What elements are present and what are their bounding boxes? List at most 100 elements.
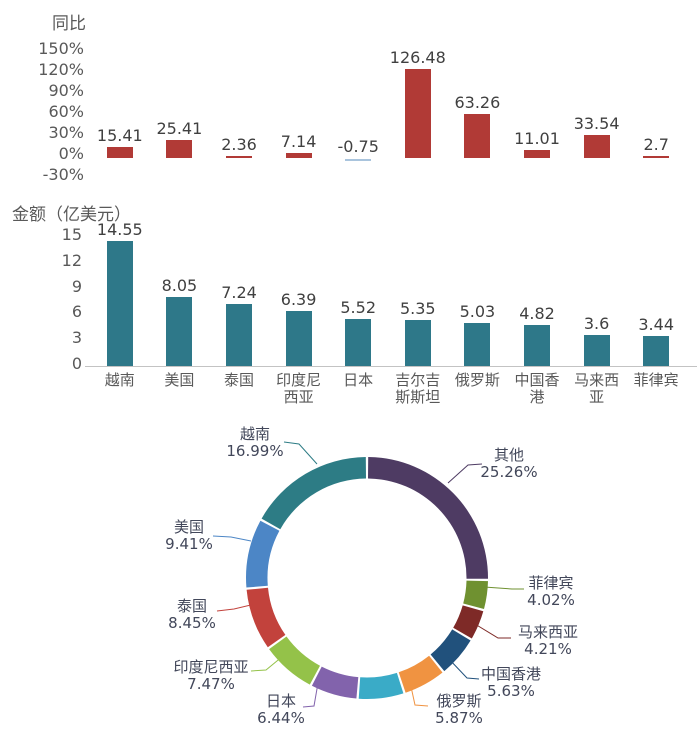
donut-segment bbox=[453, 605, 484, 639]
yoy-bar bbox=[583, 134, 610, 158]
donut-segment-pct-label: 16.99% bbox=[226, 442, 283, 460]
donut-segment bbox=[430, 629, 471, 672]
yoy-bar bbox=[404, 69, 431, 158]
donut-segment bbox=[368, 457, 489, 579]
amount-bar-value-label: 5.03 bbox=[459, 301, 496, 321]
amount-axis-tick-label: 3 bbox=[71, 328, 82, 348]
amount-bar-value-label: 6.39 bbox=[280, 290, 317, 310]
donut-segment-name-label: 菲律宾 bbox=[528, 574, 573, 592]
yoy-chart-title: 同比 bbox=[52, 14, 86, 34]
yoy-bar bbox=[464, 113, 491, 158]
amount-category-label: 日本 bbox=[343, 371, 374, 389]
amount-category-label: 马来西亚 bbox=[574, 371, 620, 406]
amount-axis-tick-label: 6 bbox=[71, 302, 82, 322]
donut-segment-pct-label: 7.47% bbox=[187, 675, 235, 693]
donut-label-leader-line bbox=[469, 620, 511, 639]
donut-segment-name-label: 马来西亚 bbox=[518, 623, 578, 641]
yoy-bar-value-label: 2.7 bbox=[643, 135, 669, 155]
donut-segment-pct-label: 5.87% bbox=[435, 709, 483, 727]
donut-segment-name-label: 其他 bbox=[494, 446, 524, 464]
amount-bar bbox=[285, 311, 312, 366]
yoy-bar bbox=[643, 156, 670, 158]
amount-bar-value-label: 5.52 bbox=[340, 297, 376, 317]
amount-bar bbox=[464, 322, 491, 366]
donut-segment-pct-label: 4.02% bbox=[527, 591, 575, 609]
amount-category-label: 越南 bbox=[104, 371, 135, 389]
yoy-bar-value-label: 7.14 bbox=[280, 132, 317, 151]
amount-axis-tick-label: 15 bbox=[61, 225, 82, 244]
yoy-bar-value-label: 126.48 bbox=[389, 48, 446, 68]
amount-bar bbox=[166, 296, 193, 366]
amount-bar bbox=[583, 335, 610, 366]
donut-segment-pct-label: 5.63% bbox=[487, 682, 535, 700]
amount-category-label: 中国香港 bbox=[514, 371, 560, 406]
amount-bar-value-label: 7.24 bbox=[221, 282, 257, 302]
donut-label-leader-line bbox=[283, 441, 318, 465]
donut-segment-name-label: 中国香港 bbox=[481, 665, 541, 683]
donut-segment-name-label: 泰国 bbox=[177, 597, 207, 615]
yoy-bar-value-label: 11.01 bbox=[514, 129, 560, 149]
donut-segment-pct-label: 8.45% bbox=[168, 614, 216, 632]
donut-label-leader-line bbox=[409, 681, 429, 707]
amount-axis-tick-label: 12 bbox=[61, 250, 82, 270]
yoy-bar-value-label: 25.41 bbox=[156, 119, 203, 139]
donut-segment-pct-label: 25.26% bbox=[480, 463, 537, 481]
amount-chart-title: 金额（亿美元） bbox=[12, 205, 131, 225]
yoy-bar bbox=[524, 150, 550, 158]
yoy-axis-tick-label: 90% bbox=[48, 81, 84, 100]
donut-label-leader-line bbox=[447, 657, 480, 680]
amount-category-label: 泰国 bbox=[223, 371, 254, 389]
yoy-axis-tick-label: 0% bbox=[58, 144, 84, 163]
amount-bar-value-label: 8.05 bbox=[161, 275, 198, 295]
amount-category-label: 印度尼西亚 bbox=[276, 371, 322, 406]
donut-segment bbox=[246, 520, 280, 588]
yoy-axis-tick-label: 120% bbox=[38, 60, 84, 79]
yoy-bar bbox=[166, 140, 193, 158]
amount-x-axis-line bbox=[85, 366, 697, 367]
amount-category-label: 菲律宾 bbox=[633, 371, 679, 389]
amount-bar bbox=[345, 318, 372, 366]
donut-label-leader-line bbox=[216, 603, 256, 612]
yoy-bar-value-label: 15.41 bbox=[96, 126, 143, 146]
donut-label-leader-line bbox=[250, 655, 284, 672]
donut-segment bbox=[246, 587, 286, 648]
donut-segment bbox=[398, 655, 443, 693]
donut-segment bbox=[463, 580, 488, 609]
amount-bar-value-label: 4.82 bbox=[519, 303, 555, 323]
yoy-bar bbox=[226, 156, 252, 158]
donut-label-leader-line bbox=[447, 463, 483, 484]
amount-bar-value-label: 5.35 bbox=[399, 298, 436, 318]
yoy-axis-tick-label: 60% bbox=[48, 102, 84, 121]
amount-bar-value-label: 14.55 bbox=[96, 219, 143, 239]
donut-segment-name-label: 日本 bbox=[266, 692, 296, 710]
donut-segment-pct-label: 4.21% bbox=[524, 640, 572, 658]
donut-segment-name-label: 越南 bbox=[240, 425, 270, 443]
donut-segment bbox=[269, 636, 320, 685]
donut-segment-name-label: 俄罗斯 bbox=[436, 692, 481, 710]
amount-category-label: 吉尔吉斯斯坦 bbox=[395, 371, 441, 406]
yoy-axis-tick-label: 150% bbox=[38, 39, 84, 58]
donut-segment bbox=[358, 672, 404, 699]
yoy-axis-tick-label: -30% bbox=[42, 165, 84, 184]
yoy-bar-value-label: 2.36 bbox=[221, 135, 257, 155]
amount-category-label: 美国 bbox=[164, 371, 195, 389]
amount-bar bbox=[524, 324, 550, 366]
donut-segment-name-label: 美国 bbox=[174, 518, 204, 536]
amount-bar bbox=[226, 303, 252, 366]
donut-label-leader-line bbox=[483, 586, 524, 590]
donut-segment bbox=[261, 457, 366, 530]
donut-segment-name-label: 印度尼西亚 bbox=[173, 658, 248, 676]
amount-bar bbox=[106, 240, 133, 366]
yoy-bar bbox=[285, 153, 312, 158]
donut-segment-pct-label: 9.41% bbox=[165, 535, 213, 553]
donut-label-leader-line bbox=[212, 535, 252, 542]
amount-bar bbox=[643, 336, 670, 366]
donut-label-leader-line bbox=[302, 682, 319, 708]
amount-axis-tick-label: 9 bbox=[71, 276, 82, 296]
amount-bar-value-label: 3.44 bbox=[638, 315, 674, 335]
donut-segment bbox=[311, 666, 359, 699]
yoy-bar-value-label: 33.54 bbox=[573, 113, 620, 133]
yoy-bar bbox=[106, 147, 133, 158]
